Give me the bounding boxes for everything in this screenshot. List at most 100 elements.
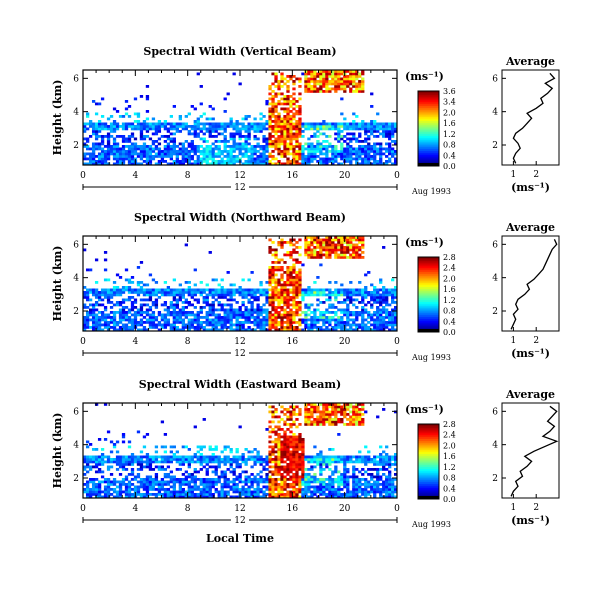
- colorbar-tick-label: 0.0: [443, 162, 456, 171]
- panel-2: Spectral Width (Northward Beam) 2 4 6 Height…: [51, 211, 560, 362]
- colorbar-tick-label: 2.0: [443, 274, 456, 283]
- date-text: Aug 1993: [411, 187, 451, 196]
- average-title: Average: [505, 55, 555, 68]
- heatmap-cells: [83, 70, 398, 166]
- colorbar-tick-label: 1.6: [443, 119, 456, 128]
- panel-title: Spectral Width (Eastward Beam): [139, 378, 341, 391]
- average-frame: [501, 69, 560, 166]
- colorbar-frame: [417, 256, 440, 333]
- y-tick-label: 2: [73, 141, 79, 151]
- panel-1: Spectral Width (Vertical Beam) 2 4 6 Height …: [51, 45, 560, 196]
- x-tick-label: 16: [287, 337, 299, 347]
- average-y-tick-label: 4: [492, 441, 498, 451]
- colorbar-tick-label: 0.0: [443, 328, 456, 337]
- average-x-tick-label: 2: [533, 336, 539, 346]
- heatmap-cells: [83, 236, 398, 332]
- x-tick-label: 0: [394, 504, 400, 514]
- colorbar-tick-label: 1.2: [443, 130, 456, 139]
- colorbar-tick-label: 0.0: [443, 495, 456, 504]
- average-x-tick-label: 2: [533, 170, 539, 180]
- y-tick-label: 6: [73, 74, 79, 84]
- colorbar-tick-label: 0.4: [443, 484, 456, 493]
- average-y-tick-label: 4: [492, 274, 498, 284]
- x-tick-label: 0: [80, 337, 86, 347]
- average-profile-line: [512, 72, 556, 164]
- x-tick-label: 4: [132, 504, 138, 514]
- y-tick-label: 6: [73, 240, 79, 250]
- y-axis-label: Height (km): [51, 246, 64, 322]
- x-tick-label: 12: [234, 171, 245, 181]
- date-text: Aug 1993: [411, 520, 451, 529]
- colorbar-tick-label: 2.8: [443, 253, 456, 262]
- x-tick-label: 8: [185, 504, 191, 514]
- average-x-tick-label: 2: [533, 503, 539, 513]
- average-title: Average: [505, 221, 555, 234]
- y-tick-label: 4: [73, 108, 79, 118]
- x-tick-label: 12: [234, 504, 245, 514]
- average-y-tick-label: 2: [492, 307, 498, 317]
- colorbar-tick-label: 2.8: [443, 420, 456, 429]
- y-tick-label: 4: [73, 274, 79, 284]
- x-tick-label: 8: [185, 171, 191, 181]
- colorbar-tick-label: 0.4: [443, 151, 456, 160]
- colorbar-tick-label: 1.6: [443, 285, 456, 294]
- average-frame: [501, 402, 560, 499]
- y-axis-label: Height (km): [51, 80, 64, 156]
- average-y-tick-label: 2: [492, 474, 498, 484]
- colorbar-tick-label: 2.4: [443, 431, 456, 440]
- x-tick-label: 12: [234, 337, 245, 347]
- panel-title: Spectral Width (Northward Beam): [134, 211, 346, 224]
- colorbar-zero-band: [418, 496, 439, 499]
- colorbar: 2.8 2.42.0 1.6 1.2 0.80.4 0.0: [417, 253, 456, 337]
- colorbar-tick-label: 1.2: [443, 463, 456, 472]
- date-axis-label: 12: [234, 349, 245, 359]
- colorbar-tick-label: 0.8: [443, 307, 456, 316]
- panel-title: Spectral Width (Vertical Beam): [143, 45, 336, 58]
- colorbar-unit: (ms⁻¹): [405, 403, 444, 416]
- colorbar-tick-label: 0.8: [443, 141, 456, 150]
- average-y-tick-label: 6: [492, 240, 498, 250]
- colorbar-tick-label: 3.4: [443, 98, 456, 107]
- average-y-tick-label: 4: [492, 108, 498, 118]
- x-tick-label: 0: [80, 504, 86, 514]
- average-title: Average: [505, 388, 555, 401]
- x-tick-label: 20: [339, 504, 351, 514]
- average-x-tick-label: 1: [511, 503, 517, 513]
- colorbar-zero-band: [418, 163, 439, 166]
- average-y-tick-label: 2: [492, 141, 498, 151]
- date-axis-label: 12: [234, 516, 245, 526]
- average-y-tick-label: 6: [492, 407, 498, 417]
- average-y-tick-label: 6: [492, 74, 498, 84]
- y-tick-label: 4: [73, 441, 79, 451]
- x-tick-label: 4: [132, 171, 138, 181]
- colorbar-tick-label: 2.4: [443, 264, 456, 273]
- x-tick-label: 16: [287, 171, 299, 181]
- y-tick-label: 2: [73, 307, 79, 317]
- heatmap-cells: [83, 403, 398, 499]
- y-axis-label: Height (km): [51, 413, 64, 489]
- date-text: Aug 1993: [411, 353, 451, 362]
- average-x-label: (ms⁻¹): [511, 181, 550, 194]
- colorbar: 2.8 2.42.0 1.6 1.2 0.80.4 0.0: [417, 420, 456, 504]
- colorbar-frame: [417, 423, 440, 500]
- date-axis-bg: [231, 181, 249, 191]
- panel-3: Spectral Width (Eastward Beam) 2 4 6 Height …: [51, 378, 560, 545]
- x-axis-label: Local Time: [206, 532, 274, 545]
- average-x-label: (ms⁻¹): [511, 347, 550, 360]
- colorbar-zero-band: [418, 329, 439, 332]
- colorbar-tick-label: 0.8: [443, 474, 456, 483]
- x-tick-label: 8: [185, 337, 191, 347]
- colorbar-tick-label: 1.6: [443, 452, 456, 461]
- x-tick-label: 0: [394, 337, 400, 347]
- colorbar-unit: (ms⁻¹): [405, 70, 444, 83]
- average-x-tick-label: 1: [511, 170, 517, 180]
- x-tick-label: 20: [339, 337, 351, 347]
- x-tick-label: 20: [339, 171, 351, 181]
- x-tick-label: 16: [287, 504, 299, 514]
- x-tick-label: 4: [132, 337, 138, 347]
- colorbar-tick-label: 2.0: [443, 108, 456, 117]
